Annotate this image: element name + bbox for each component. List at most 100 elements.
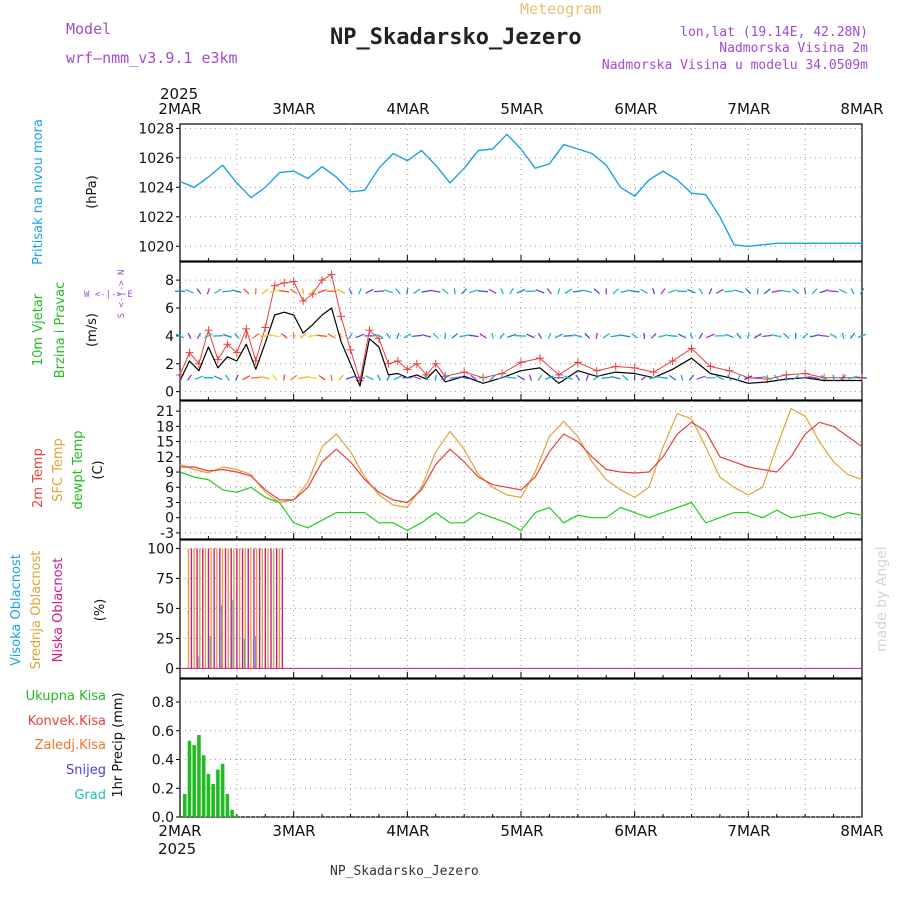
bottom-tick-5mar: 5MAR [500,822,543,840]
wind-arrow [763,288,771,295]
wind-arrow [491,332,494,339]
wind-arrow [698,288,704,295]
wind-arrow [528,374,533,381]
wind-arrow [856,376,868,379]
wind-arrow [563,375,573,380]
wind-arrow [668,289,678,294]
wind-arrow [650,332,657,339]
temp-2m-label: 2m Temp [31,448,46,508]
precip-ytick-label: 0.0 [152,810,174,826]
cloud-ytick-label: 75 [156,571,174,587]
wind-arrow [554,333,564,339]
top-tick-4mar: 4MAR [386,100,429,118]
wind-arrow [585,374,589,381]
temp-dew-label: dewpt Temp [71,430,86,509]
cloud-mid-label: Srednja Oblacnost [29,551,44,670]
wind-arrow [509,288,514,295]
wind-arrow [413,288,421,295]
precip-bar [230,809,234,817]
temp-ytick-label: 18 [156,419,174,435]
wind-arrow [309,288,316,295]
wind-arrow [612,288,619,295]
wind-arrow [411,334,422,338]
wind-ytick-label: 8 [165,273,174,289]
wind-arrow [307,334,318,338]
wind-ytick-label: 0 [165,385,174,401]
wind-arrow [290,374,298,381]
temp-ytick-label: 12 [156,450,174,466]
wind-arrow [756,288,759,295]
wind-arrow [804,288,807,295]
wind-ytick-label: 4 [165,329,174,345]
wind-arrow [620,289,630,294]
bottom-tick-6mar: 6MAR [614,822,657,840]
wind-arrow [479,333,487,339]
cloud-low-label: Niska Oblacnost [51,558,66,663]
wind-arrow [792,288,800,295]
wind-arrow [631,332,639,339]
wind-arrow [857,333,867,339]
wind-arrow [434,374,438,381]
gust-marker [460,368,469,377]
wind-arrow [441,288,449,295]
precip-bar [192,745,197,817]
wind-arrow [235,374,239,381]
wind-arrow [213,288,222,294]
gust-marker [242,324,251,333]
wind-arrow [470,374,477,381]
wind-arrow [279,289,290,293]
wind-arrow [283,374,286,381]
cloud-panel: 0 25 50 75 100 [147,539,863,679]
cloud-ytick-label: 100 [147,541,174,557]
wind-arrow [516,288,526,294]
wind-arrow [242,375,251,381]
temp-ytick-label: 0 [165,511,174,527]
top-tick-7mar: 7MAR [727,100,770,118]
wind-arrow [175,333,185,339]
wind-arrow [383,289,394,294]
station-title: NP_Skadarsko_Jezero [330,25,582,50]
wind-arrow [358,288,362,295]
temp-ytick-label: 9 [165,465,174,481]
wind-arrow [300,332,307,339]
wind-compass-we: W <-|-> E [84,290,133,300]
wind-arrow [459,334,470,338]
wind-arrow [698,332,704,340]
wind-arrow [244,332,248,339]
wind-arrow [187,332,192,340]
wind-arrow [393,375,403,381]
temp-ytick-label: 21 [156,404,174,420]
model-label: Model [66,20,111,38]
wind-title: 10m Vjetar [31,293,46,366]
precip-bar [235,815,239,817]
gust-marker [630,363,639,372]
precip-snow-label: Snijeg [66,763,106,778]
wind-arrow [736,374,741,381]
gust-marker [223,340,232,349]
wind-arrow [648,376,659,380]
wind-arrow [829,333,838,339]
wind-arrow [771,289,782,293]
wind-arrow [801,332,809,339]
top-tick-5mar: 5MAR [500,100,543,118]
wind-arrow [506,333,517,338]
gust-marker [403,365,412,374]
wind-arrow [724,333,734,339]
wind-arrow [526,333,535,339]
wind-arrow [250,376,261,379]
wind-arrow [744,375,753,381]
gust-marker [299,297,308,306]
wind-arrow [403,333,412,339]
wind-arrow [640,374,648,381]
wind-arrow [396,332,400,340]
wind-arrow [373,290,384,293]
top-tick-6mar: 6MAR [614,100,657,118]
cloud-ytick-label: 50 [156,601,174,617]
gust-marker [213,355,222,364]
wind-arrow [499,332,505,339]
wind-arrow [432,332,439,339]
wind-arrow [832,374,835,381]
wind-arrow [261,288,269,295]
wind-arrow [289,288,298,295]
